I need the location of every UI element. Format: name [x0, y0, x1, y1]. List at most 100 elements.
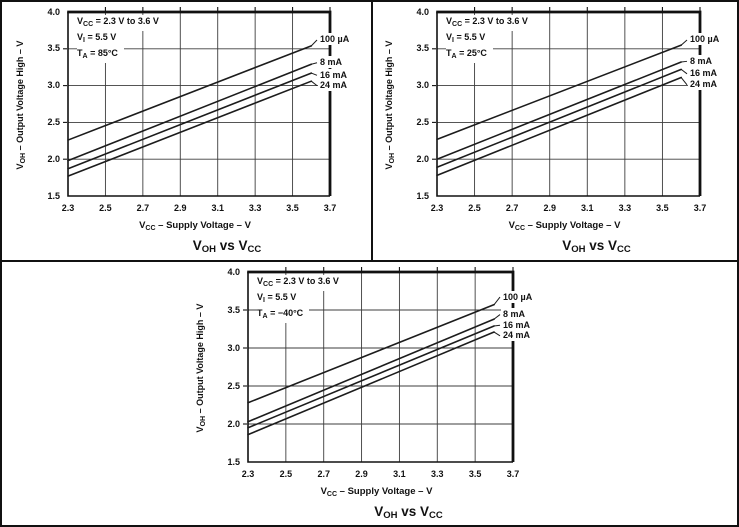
series-curve: [67, 45, 313, 141]
y-axis-tick-label: 2.0: [416, 153, 429, 164]
series-label-leader: [311, 72, 318, 76]
y-axis-tick-label: 1.5: [227, 456, 240, 467]
series-curve: [247, 325, 495, 429]
x-axis-tick-label: 2.5: [468, 203, 481, 213]
series-curve: [436, 68, 683, 169]
x-axis-tick-label: 3.3: [431, 469, 444, 479]
test-condition-line: VCC = 2.3 V to 3.6 V: [77, 15, 165, 31]
y-axis-tick-label: 2.0: [47, 153, 60, 164]
test-condition-line: VCC = 2.3 V to 3.6 V: [446, 15, 534, 31]
x-axis-tick-label: 2.7: [317, 469, 330, 479]
test-condition-line: VI = 5.5 V: [446, 31, 492, 47]
y-axis-title: VOH – Output Voltage High – V: [384, 40, 396, 170]
chart-title: VOH vs VCC: [374, 504, 443, 521]
y-axis-tick-label: 3.0: [227, 342, 240, 353]
y-axis-tick-label: 3.5: [227, 304, 240, 315]
x-axis-tick-label: 3.7: [506, 469, 520, 479]
x-axis-tick-label: 3.1: [581, 203, 594, 213]
series-curve: [436, 44, 683, 141]
test-condition-line: VI = 5.5 V: [257, 291, 303, 307]
chart-panel-minus40c: 1.5 2.0 2.5 3.0 3.5 4.0 2.3 2.5 2.7 2.9 3.1 3.3 3.5 3…: [2, 260, 737, 525]
x-axis-title: VCC – Supply Voltage – V: [139, 220, 251, 232]
y-axis-tick-label: 3.5: [416, 43, 429, 54]
axis-top-right: [436, 10, 702, 196]
series-label-leader: [680, 77, 688, 86]
x-axis-tick-label: 3.1: [393, 469, 406, 479]
x-axis-title: VCC – Supply Voltage – V: [508, 220, 621, 232]
x-axis-tick-label: 3.3: [618, 203, 632, 213]
x-axis-tick-label: 3.7: [693, 203, 707, 213]
series-curve: [67, 80, 313, 177]
x-axis-tick-label: 2.3: [61, 203, 75, 213]
y-axis-tick-label: 2.0: [227, 418, 240, 429]
series-curve: [247, 318, 495, 423]
x-axis-tick-label: 3.5: [468, 469, 482, 479]
axis-left-bottom: [436, 12, 700, 197]
series-label-leader: [680, 39, 688, 46]
axis-top-right: [67, 10, 332, 196]
x-axis-tick-label: 2.9: [355, 469, 368, 479]
series-label-leader: [494, 324, 501, 327]
series-label-100-µA: 100 µA: [501, 290, 535, 303]
x-axis-tick-label: 3.1: [211, 203, 224, 213]
series-label-16-mA: 16 mA: [688, 67, 720, 80]
x-axis-tick-label: 2.7: [505, 203, 519, 213]
series-label-24-mA: 24 mA: [318, 79, 350, 92]
series-curve: [436, 61, 683, 160]
chart-title: VOH vs VCC: [562, 238, 631, 255]
series-label-leader: [493, 331, 501, 337]
plot-canvas: [63, 7, 332, 197]
x-axis-tick-label: 3.5: [286, 203, 299, 213]
series-label-24-mA: 24 mA: [501, 329, 533, 342]
series-curve: [436, 76, 683, 177]
x-axis-tick-label: 2.5: [99, 203, 112, 213]
y-axis-title: VOH – Output Voltage High – V: [15, 40, 27, 170]
axis-left-bottom: [247, 272, 513, 463]
series-label-leader: [493, 314, 501, 320]
series-curve: [67, 72, 313, 170]
series-curve: [67, 63, 313, 162]
plot-canvas: [432, 7, 702, 197]
series-curve: [247, 303, 495, 404]
y-axis-tick-label: 4.0: [416, 6, 429, 17]
x-axis-tick-label: 2.3: [430, 203, 444, 213]
x-axis-tick-label: 2.7: [136, 203, 150, 213]
series-label-24-mA: 24 mA: [688, 78, 720, 91]
y-axis-tick-label: 1.5: [416, 190, 429, 201]
y-axis-tick-label: 2.5: [227, 380, 240, 391]
test-conditions: VCC = 2.3 V to 3.6 V VI = 5.5 V TA = −40°C: [257, 275, 345, 323]
x-axis-tick-label: 2.9: [174, 203, 187, 213]
series-label-leader: [681, 60, 688, 63]
series-label-leader: [310, 80, 318, 86]
test-condition-line: TA = 25°C: [446, 47, 493, 63]
x-axis-title: VCC – Supply Voltage – V: [320, 486, 433, 498]
series-label-leader: [680, 69, 688, 75]
y-axis-tick-label: 2.5: [416, 116, 429, 127]
series-label-8-mA: 8 mA: [688, 54, 715, 67]
x-axis-tick-label: 2.9: [543, 203, 556, 213]
test-condition-line: VI = 5.5 V: [77, 31, 123, 47]
y-axis-title: VOH – Output Voltage High – V: [195, 303, 207, 433]
series-label-leader: [493, 296, 501, 305]
plot-canvas: [243, 267, 515, 463]
series-label-100-µA: 100 µA: [688, 33, 722, 46]
series-label-16-mA: 16 mA: [501, 318, 533, 331]
series-curve: [247, 331, 495, 436]
x-axis-tick-label: 3.3: [248, 203, 262, 213]
chart-panel-25c: 1.5 2.0 2.5 3.0 3.5 4.0 2.3 2.5 2.7 2.9 3.1 3.3 3.5 3…: [371, 2, 737, 260]
chart-title: VOH vs VCC: [192, 238, 262, 255]
axis-top-right: [247, 270, 515, 462]
test-condition-line: VCC = 2.3 V to 3.6 V: [257, 275, 345, 291]
y-axis-tick-label: 3.5: [47, 43, 60, 54]
x-axis-tick-label: 3.7: [323, 203, 337, 213]
y-axis-tick-label: 3.0: [47, 80, 60, 91]
series-label-100-µA: 100 µA: [318, 33, 352, 46]
series-label-leader: [310, 39, 318, 47]
x-axis-tick-label: 3.5: [656, 203, 669, 213]
x-axis-tick-label: 2.5: [279, 469, 293, 479]
series-label-16-mA: 16 mA: [318, 68, 350, 81]
series-label-8-mA: 8 mA: [501, 308, 528, 321]
y-axis-tick-label: 2.5: [47, 116, 60, 127]
y-axis-tick-label: 3.0: [416, 80, 429, 91]
